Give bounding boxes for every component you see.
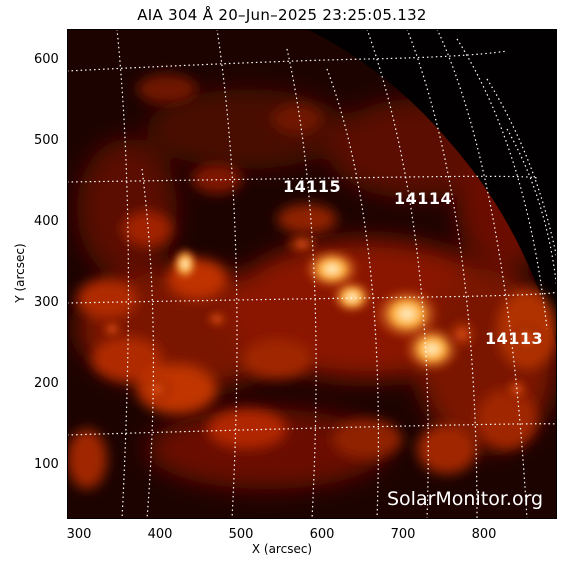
active-region-emission	[98, 230, 545, 404]
y-tick-label: 500	[34, 133, 59, 148]
x-axis-label: X (arcsec)	[251, 542, 313, 556]
y-tick-label: 300	[34, 295, 59, 310]
active-region-label: 14115	[283, 177, 342, 196]
aia-304-image	[67, 29, 557, 519]
x-tick-label: 500	[228, 527, 254, 542]
x-tick-label: 700	[390, 527, 416, 542]
y-tick-label: 200	[34, 376, 59, 391]
network-emission	[67, 74, 557, 489]
y-tick-label: 400	[34, 214, 59, 229]
x-tick-label: 600	[309, 527, 335, 542]
solar-image: 14115 14114 14113	[67, 29, 557, 519]
x-tick-label: 300	[66, 527, 92, 542]
active-region-label: 14113	[485, 329, 544, 348]
active-region-label: 14114	[394, 189, 453, 208]
heliographic-grid	[67, 29, 557, 519]
y-tick-label: 600	[34, 52, 59, 67]
x-tick-label: 800	[471, 527, 497, 542]
x-tick-label: 400	[147, 527, 173, 542]
watermark: SolarMonitor.org	[387, 488, 544, 510]
image-title: AIA 304 Å 20–Jun–2025 23:25:05.132	[137, 6, 427, 24]
y-tick-label: 100	[34, 457, 59, 472]
y-axis-label: Y (arcsec)	[13, 243, 27, 303]
